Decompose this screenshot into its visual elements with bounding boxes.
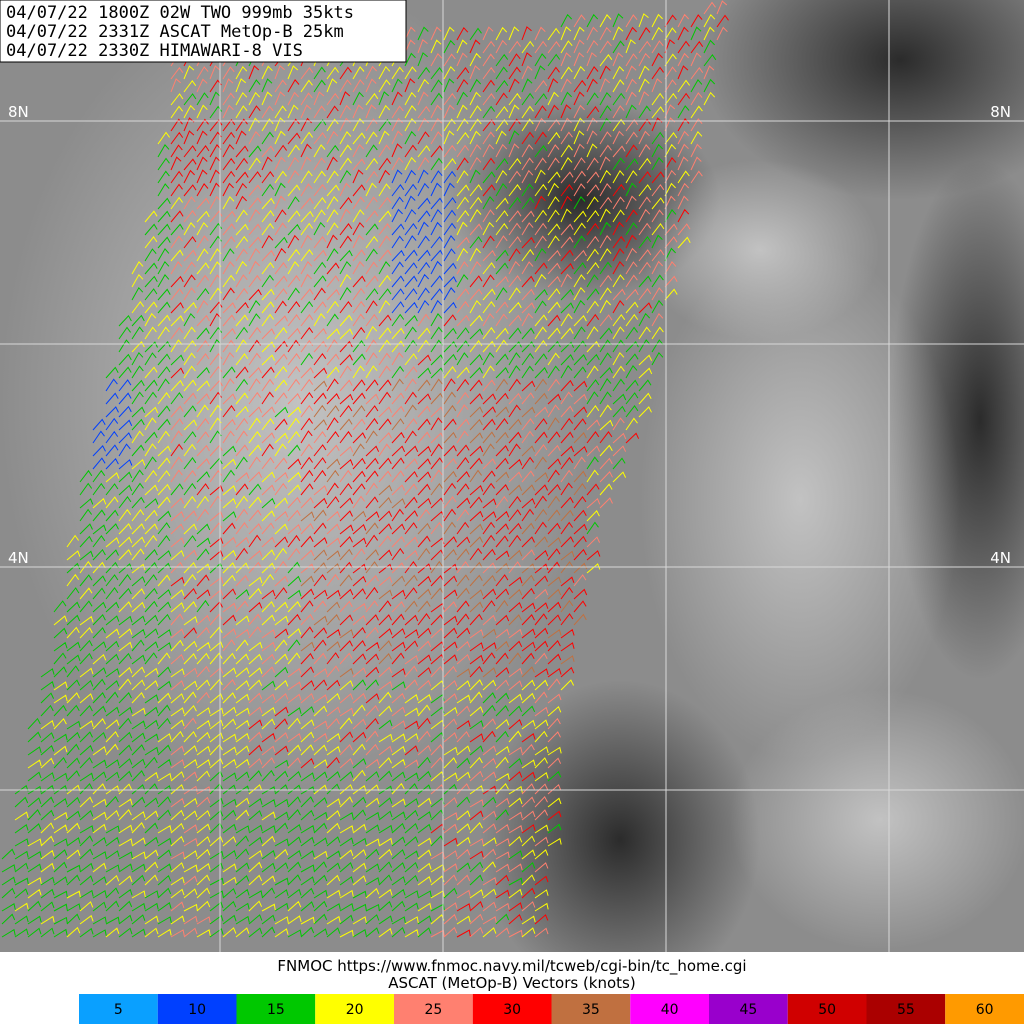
- legend-swatch: [945, 994, 1024, 1024]
- legend-swatch: [315, 994, 394, 1024]
- legend-swatch: [394, 994, 473, 1024]
- wind-barbs: [170, 0, 728, 938]
- wind-barbs: [1, 13, 717, 938]
- wind-vectors: [1, 0, 729, 938]
- header-line: 04/07/22 2330Z HIMAWARI-8 VIS: [6, 41, 303, 61]
- legend-label: 50: [818, 1002, 836, 1018]
- legend-swatch: [709, 994, 788, 1024]
- legend-label: 30: [503, 1002, 521, 1018]
- legend-swatch: [630, 994, 709, 1024]
- legend-label: 25: [424, 1002, 442, 1018]
- legend-swatch: [551, 994, 631, 1024]
- lat-label: 4N: [8, 549, 29, 567]
- legend-label: 15: [267, 1002, 285, 1018]
- wind-barbs: [92, 169, 457, 470]
- color-legend: 5 10 15 20 25 30 35 40 45 50 55 60: [79, 994, 1024, 1024]
- footer-source: FNMOC https://www.fnmoc.navy.mil/tcweb/c…: [277, 957, 746, 976]
- legend-label: 20: [346, 1002, 364, 1018]
- legend-swatch: [236, 994, 316, 1024]
- legend-swatch: [79, 994, 158, 1024]
- legend-swatch: [472, 994, 552, 1024]
- legend-label: 55: [897, 1002, 915, 1018]
- lat-label: 4N: [990, 549, 1011, 567]
- lat-label: 8N: [8, 103, 29, 121]
- legend-label: 10: [188, 1002, 206, 1018]
- header-line: 04/07/22 2331Z ASCAT MetOp-B 25km: [6, 22, 344, 42]
- wind-barbs: [300, 378, 588, 678]
- legend-label: 35: [582, 1002, 600, 1018]
- legend-swatch: [866, 994, 946, 1024]
- legend-label: 5: [114, 1002, 123, 1018]
- header-line: 04/07/22 1800Z 02W TWO 999mb 35kts: [6, 3, 354, 23]
- legend-swatch: [157, 994, 237, 1024]
- legend-label: 40: [661, 1002, 679, 1018]
- footer-caption: ASCAT (MetOp-B) Vectors (knots): [388, 974, 635, 992]
- wind-barbs: [14, 13, 716, 938]
- header-box: 04/07/22 1800Z 02W TWO 999mb 35kts 04/07…: [0, 0, 407, 63]
- satellite-image: [0, 0, 1024, 1000]
- legend-label: 60: [976, 1002, 994, 1018]
- lat-lon-grid: [0, 0, 1024, 952]
- legend-label: 45: [739, 1002, 757, 1018]
- legend-swatch: [787, 994, 867, 1024]
- lat-label: 8N: [990, 103, 1011, 121]
- wind-barbs: [170, 14, 729, 938]
